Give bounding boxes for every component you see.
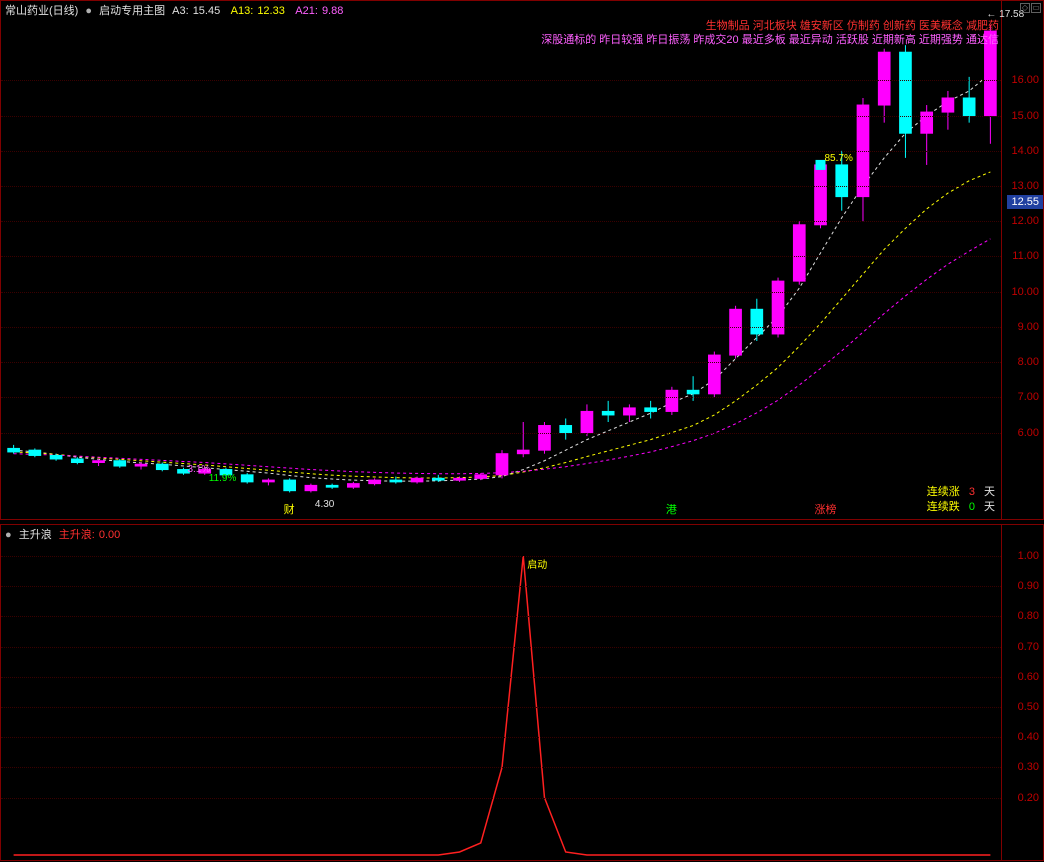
sub-chart-svg[interactable] (1, 525, 1001, 862)
stock-tags: 生物制品 河北板块 雄安新区 仿制药 创新药 医美概念 减肥药 深股通标的 昨日… (541, 19, 999, 47)
xaxis-marker: 涨榜 (815, 501, 837, 517)
ytick: 0.50 (1018, 701, 1039, 713)
ytick: 16.00 (1011, 74, 1039, 86)
ytick: 0.80 (1018, 610, 1039, 622)
ytick: 11.00 (1012, 250, 1039, 262)
ytick: 0.70 (1018, 641, 1039, 653)
chart-annotation: 85.7% (825, 153, 853, 164)
ytick: 10.00 (1011, 286, 1039, 298)
sub-yaxis: 0.20 0.30 0.40 0.50 0.60 0.70 0.80 0.90 1.00 (1001, 525, 1043, 860)
ytick: 0.20 (1018, 792, 1039, 804)
ytick: 0.90 (1018, 580, 1039, 592)
ytick: 8.00 (1018, 356, 1039, 368)
ytick: 14.00 (1011, 145, 1039, 157)
ytick: 12.00 (1011, 215, 1039, 227)
streak-legend: 连续涨 3 天 连续跌 0 天 (927, 485, 995, 515)
spike-label: 启动 (527, 556, 547, 571)
main-yaxis: 6.00 7.00 8.00 9.00 10.00 11.00 12.00 13.00 14.0… (1001, 1, 1043, 519)
ytick: 13.00 (1011, 180, 1039, 192)
chart-title: 启动专用主图 (99, 5, 165, 17)
ytick: 0.30 (1018, 761, 1039, 773)
panel-icons[interactable]: ◇▭ (1019, 2, 1041, 13)
chart-annotation: 11.9% (209, 473, 237, 484)
xaxis-marker: 港 (666, 501, 677, 517)
main-chart-panel: 常山药业(日线) ● 启动专用主图 A3:15.45 A13:12.33 A21… (0, 0, 1044, 520)
sub-header: ● 主升浪 主升浪:0.00 (1, 525, 1043, 541)
ytick: 7.00 (1018, 391, 1039, 403)
ytick: 9.00 (1018, 321, 1039, 333)
chart-annotation: 3.1% (187, 464, 210, 475)
price-marker: 12.55 (1007, 195, 1043, 209)
ytick: 15.00 (1011, 110, 1039, 122)
ytick: 0.40 (1018, 731, 1039, 743)
main-header: 常山药业(日线) ● 启动专用主图 A3:15.45 A13:12.33 A21… (1, 1, 1043, 17)
ytick: 1.00 (1018, 550, 1039, 562)
ytick: 6.00 (1018, 427, 1039, 439)
ytick: 0.60 (1018, 671, 1039, 683)
main-chart-svg[interactable] (1, 1, 1001, 521)
stock-name: 常山药业(日线) (5, 5, 78, 17)
sub-title: 主升浪 (19, 529, 52, 541)
chart-annotation: 4.30 (315, 499, 334, 510)
xaxis-marker: 财 (284, 501, 295, 517)
sub-chart-panel: ● 主升浪 主升浪:0.00 0.200.300.400.500.600.700… (0, 524, 1044, 861)
